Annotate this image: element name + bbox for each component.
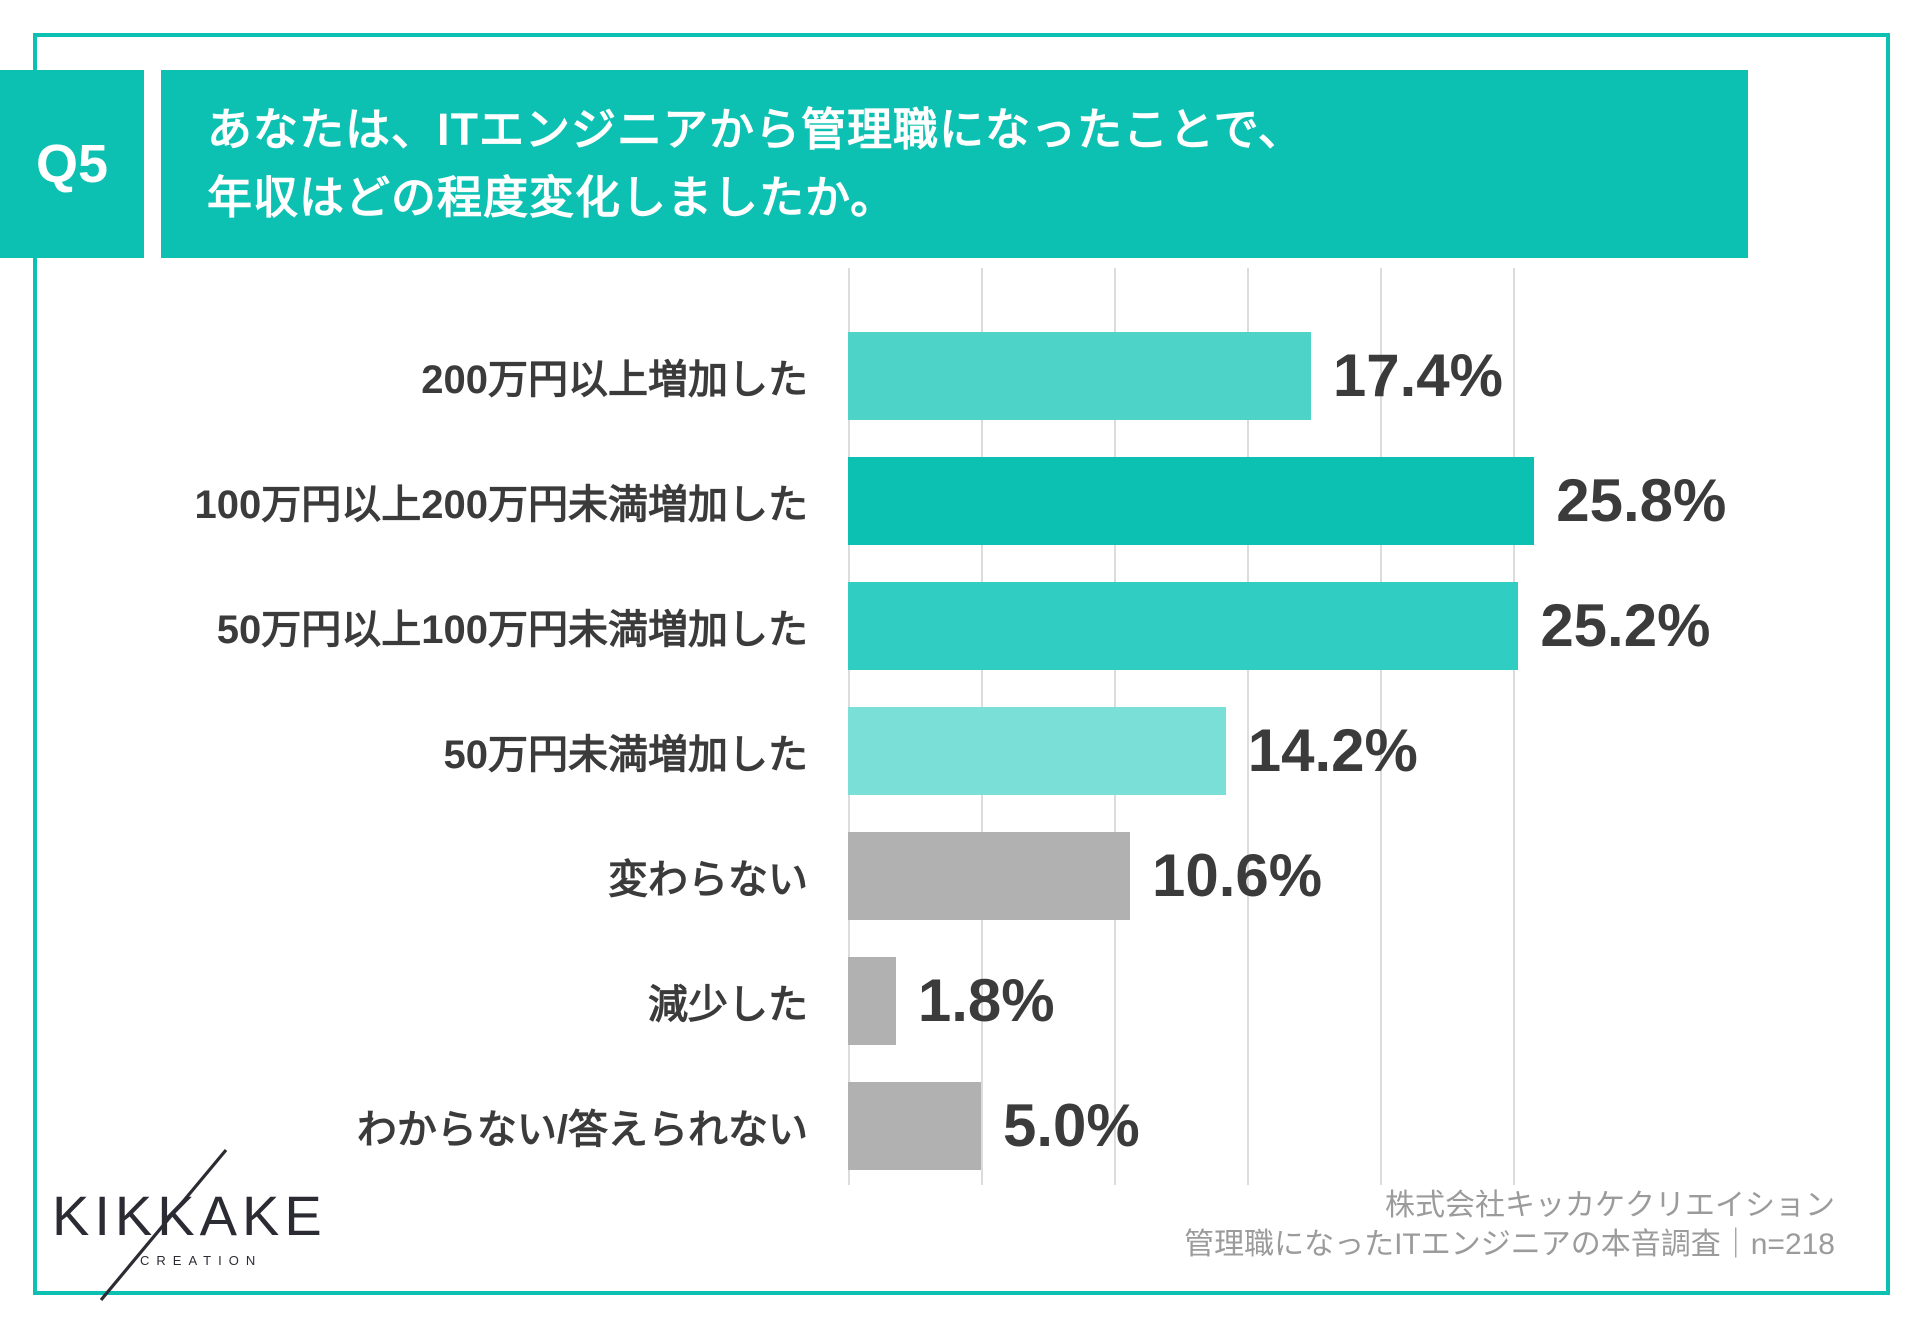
bar-value-label: 1.8% [917,967,1055,1034]
survey-source: 株式会社キッカケクリエイション 管理職になったITエンジニアの本音調査｜n=21… [1184,1186,1835,1264]
bar-row: 200万円以上増加した 17.4% [0,313,1920,438]
bar [848,456,1535,545]
bar-row: 50万円以上100万円未満増加した 25.2% [0,563,1920,688]
bar-row: 減少した 1.8% [0,938,1920,1063]
gridline [1380,268,1382,1185]
bar-row: 変わらない 10.6% [0,813,1920,938]
question-header: あなたは、ITエンジニアから管理職になったことで、 年収はどの程度変化しましたか… [161,70,1748,258]
bar [848,956,896,1045]
question-number-badge: Q5 [0,70,144,258]
question-title-line1: あなたは、ITエンジニアから管理職になったことで、 [207,103,1304,155]
source-survey-name: 管理職になったITエンジニアの本音調査｜n=218 [1184,1228,1835,1261]
bar-value-label: 5.0% [1003,1092,1140,1159]
bar-category-label: 減少した [648,982,808,1027]
bar-value-label: 10.6% [1151,842,1323,909]
card-border-frame [33,33,1890,1295]
bar-value-label: 25.2% [1540,592,1711,659]
bar-category-label: 50万円未満増加した [443,732,809,777]
bar-category-label: 50万円以上100万円未満増加した [216,607,808,652]
question-title-line2: 年収はどの程度変化しましたか。 [207,172,897,223]
bar-row: 100万円以上200万円未満増加した 25.8% [0,438,1920,563]
bar-value-label: 17.4% [1332,342,1503,409]
bar-chart: 200万円以上増加した 17.4% 100万円以上200万円未満増加した 25.8% 5… [0,313,1920,1188]
bar-row: わからない/答えられない 5.0% [0,1063,1920,1188]
bar-value-label: 25.8% [1556,467,1727,534]
bar-category-label: 200万円以上増加した [421,357,808,402]
gridline [1513,268,1515,1185]
bar [848,1081,981,1170]
bar [848,706,1226,795]
bar-category-label: 変わらない [608,857,808,902]
logo-subtext: CREATION [140,1253,263,1268]
bar-category-label: 100万円以上200万円未満増加した [194,482,808,527]
bar-row: 50万円未満増加した 14.2% [0,688,1920,813]
bar [848,581,1519,670]
bar [848,831,1130,920]
bar [848,331,1311,420]
source-company: 株式会社キッカケクリエイション [1385,1189,1835,1222]
kikkake-logo: KIKKAKE CREATION [52,1184,352,1268]
logo-wordmark: KIKKAKE [52,1184,327,1247]
bar-category-label: わからない/答えられない [356,1107,808,1152]
bar-value-label: 14.2% [1247,717,1418,784]
gridline [1247,268,1249,1185]
question-number: Q5 [35,134,109,194]
